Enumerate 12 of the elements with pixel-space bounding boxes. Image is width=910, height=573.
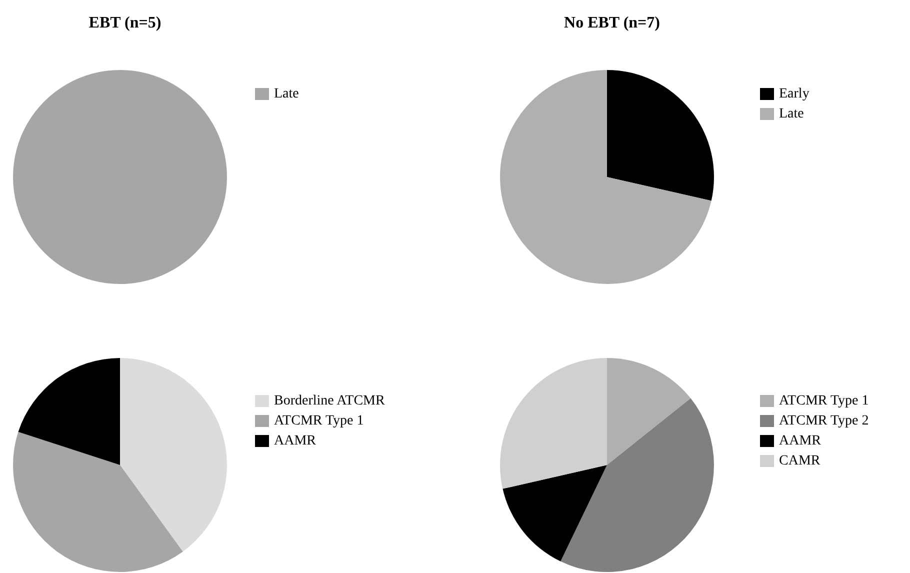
legend-label: ATCMR Type 1 xyxy=(779,394,869,408)
legend-label: AAMR xyxy=(779,434,822,448)
legend-label: Late xyxy=(274,86,299,102)
legend-label: Early xyxy=(779,86,810,102)
legend-label: Late xyxy=(779,106,804,122)
legend-label: ATCMR Type 1 xyxy=(274,414,364,428)
legend-label: AAMR xyxy=(274,434,317,448)
chart-title: EBT (n=5) xyxy=(88,14,162,32)
chart-title: No EBT (n=7) xyxy=(564,14,660,32)
legend-label: CAMR xyxy=(779,454,821,468)
legend-label: Borderline ATCMR xyxy=(274,394,386,408)
legend-label: ATCMR Type 2 xyxy=(779,414,869,428)
